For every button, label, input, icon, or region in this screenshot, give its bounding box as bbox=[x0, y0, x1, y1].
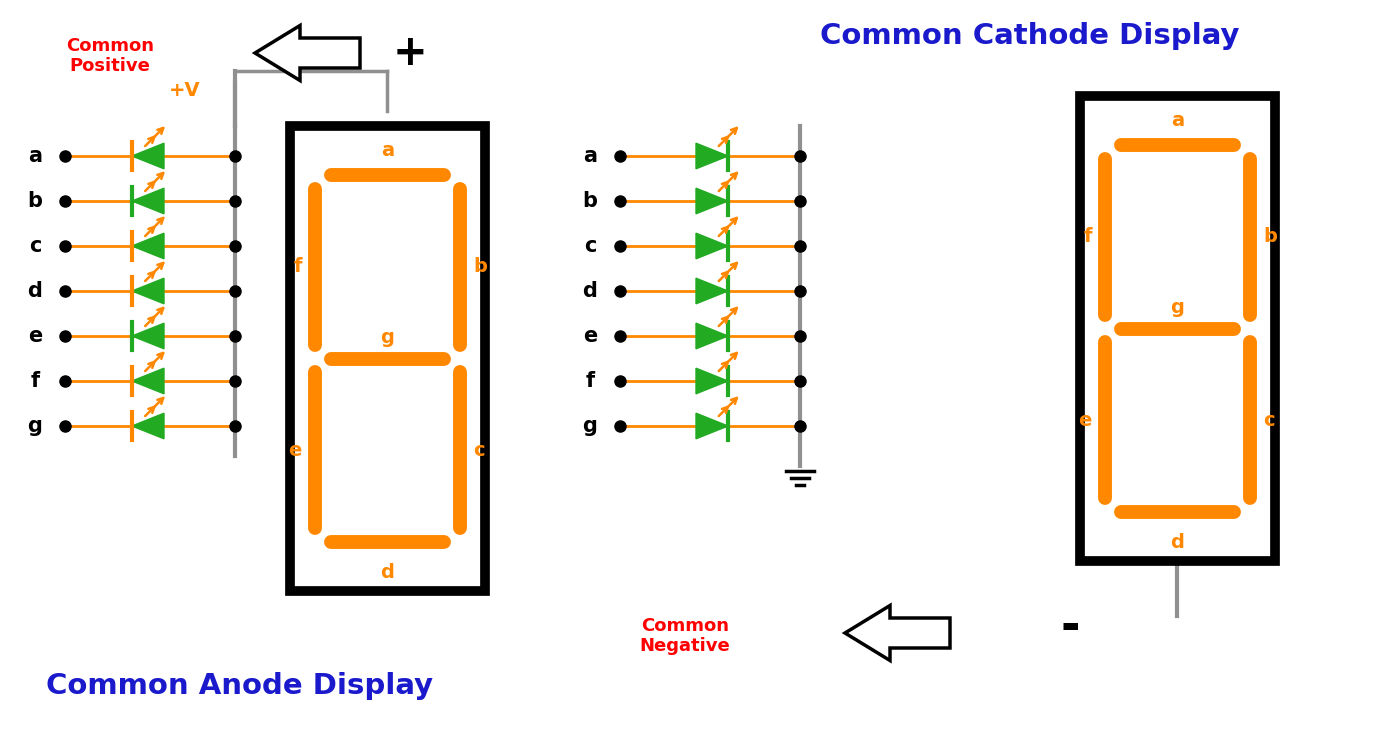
Polygon shape bbox=[132, 143, 164, 169]
Polygon shape bbox=[696, 369, 727, 394]
Text: c: c bbox=[29, 236, 41, 256]
Polygon shape bbox=[696, 233, 727, 259]
Polygon shape bbox=[132, 233, 164, 259]
Polygon shape bbox=[696, 188, 727, 214]
Text: Common Anode Display: Common Anode Display bbox=[47, 672, 433, 700]
Polygon shape bbox=[132, 323, 164, 349]
Text: b: b bbox=[1264, 228, 1277, 246]
Text: +V: +V bbox=[169, 81, 201, 101]
Text: e: e bbox=[289, 441, 301, 460]
Text: Common
Negative: Common Negative bbox=[639, 617, 730, 656]
Text: b: b bbox=[583, 191, 598, 211]
Text: d: d bbox=[381, 563, 395, 582]
Polygon shape bbox=[132, 369, 164, 394]
Text: e: e bbox=[1078, 411, 1092, 430]
Text: e: e bbox=[28, 326, 43, 346]
Polygon shape bbox=[132, 188, 164, 214]
Text: g: g bbox=[1170, 298, 1184, 317]
Polygon shape bbox=[696, 143, 727, 169]
Polygon shape bbox=[696, 278, 727, 304]
Text: f: f bbox=[30, 371, 40, 391]
Text: g: g bbox=[381, 328, 395, 347]
Text: c: c bbox=[584, 236, 597, 256]
Text: g: g bbox=[28, 416, 43, 436]
Polygon shape bbox=[132, 413, 164, 439]
Text: Common Cathode Display: Common Cathode Display bbox=[821, 22, 1240, 50]
Polygon shape bbox=[132, 278, 164, 304]
Text: +: + bbox=[393, 32, 428, 74]
FancyArrow shape bbox=[254, 25, 360, 81]
Bar bbox=[1079, 96, 1275, 561]
Text: d: d bbox=[1170, 533, 1184, 552]
Text: f: f bbox=[293, 257, 301, 276]
Text: d: d bbox=[583, 281, 597, 301]
Text: d: d bbox=[28, 281, 43, 301]
FancyArrow shape bbox=[846, 606, 950, 660]
Text: c: c bbox=[1264, 411, 1275, 430]
Text: g: g bbox=[583, 416, 597, 436]
Text: c: c bbox=[473, 441, 485, 460]
Text: a: a bbox=[583, 146, 597, 166]
Text: f: f bbox=[1084, 228, 1092, 246]
Text: b: b bbox=[473, 257, 487, 276]
Text: e: e bbox=[583, 326, 597, 346]
Text: f: f bbox=[586, 371, 594, 391]
Text: -: - bbox=[1060, 606, 1079, 651]
Text: a: a bbox=[28, 146, 43, 166]
Text: b: b bbox=[28, 191, 43, 211]
Bar bbox=[290, 126, 485, 591]
Text: a: a bbox=[381, 141, 395, 160]
Polygon shape bbox=[696, 413, 727, 439]
Text: Common
Positive: Common Positive bbox=[66, 37, 154, 75]
Text: a: a bbox=[1172, 111, 1184, 130]
Polygon shape bbox=[696, 323, 727, 349]
